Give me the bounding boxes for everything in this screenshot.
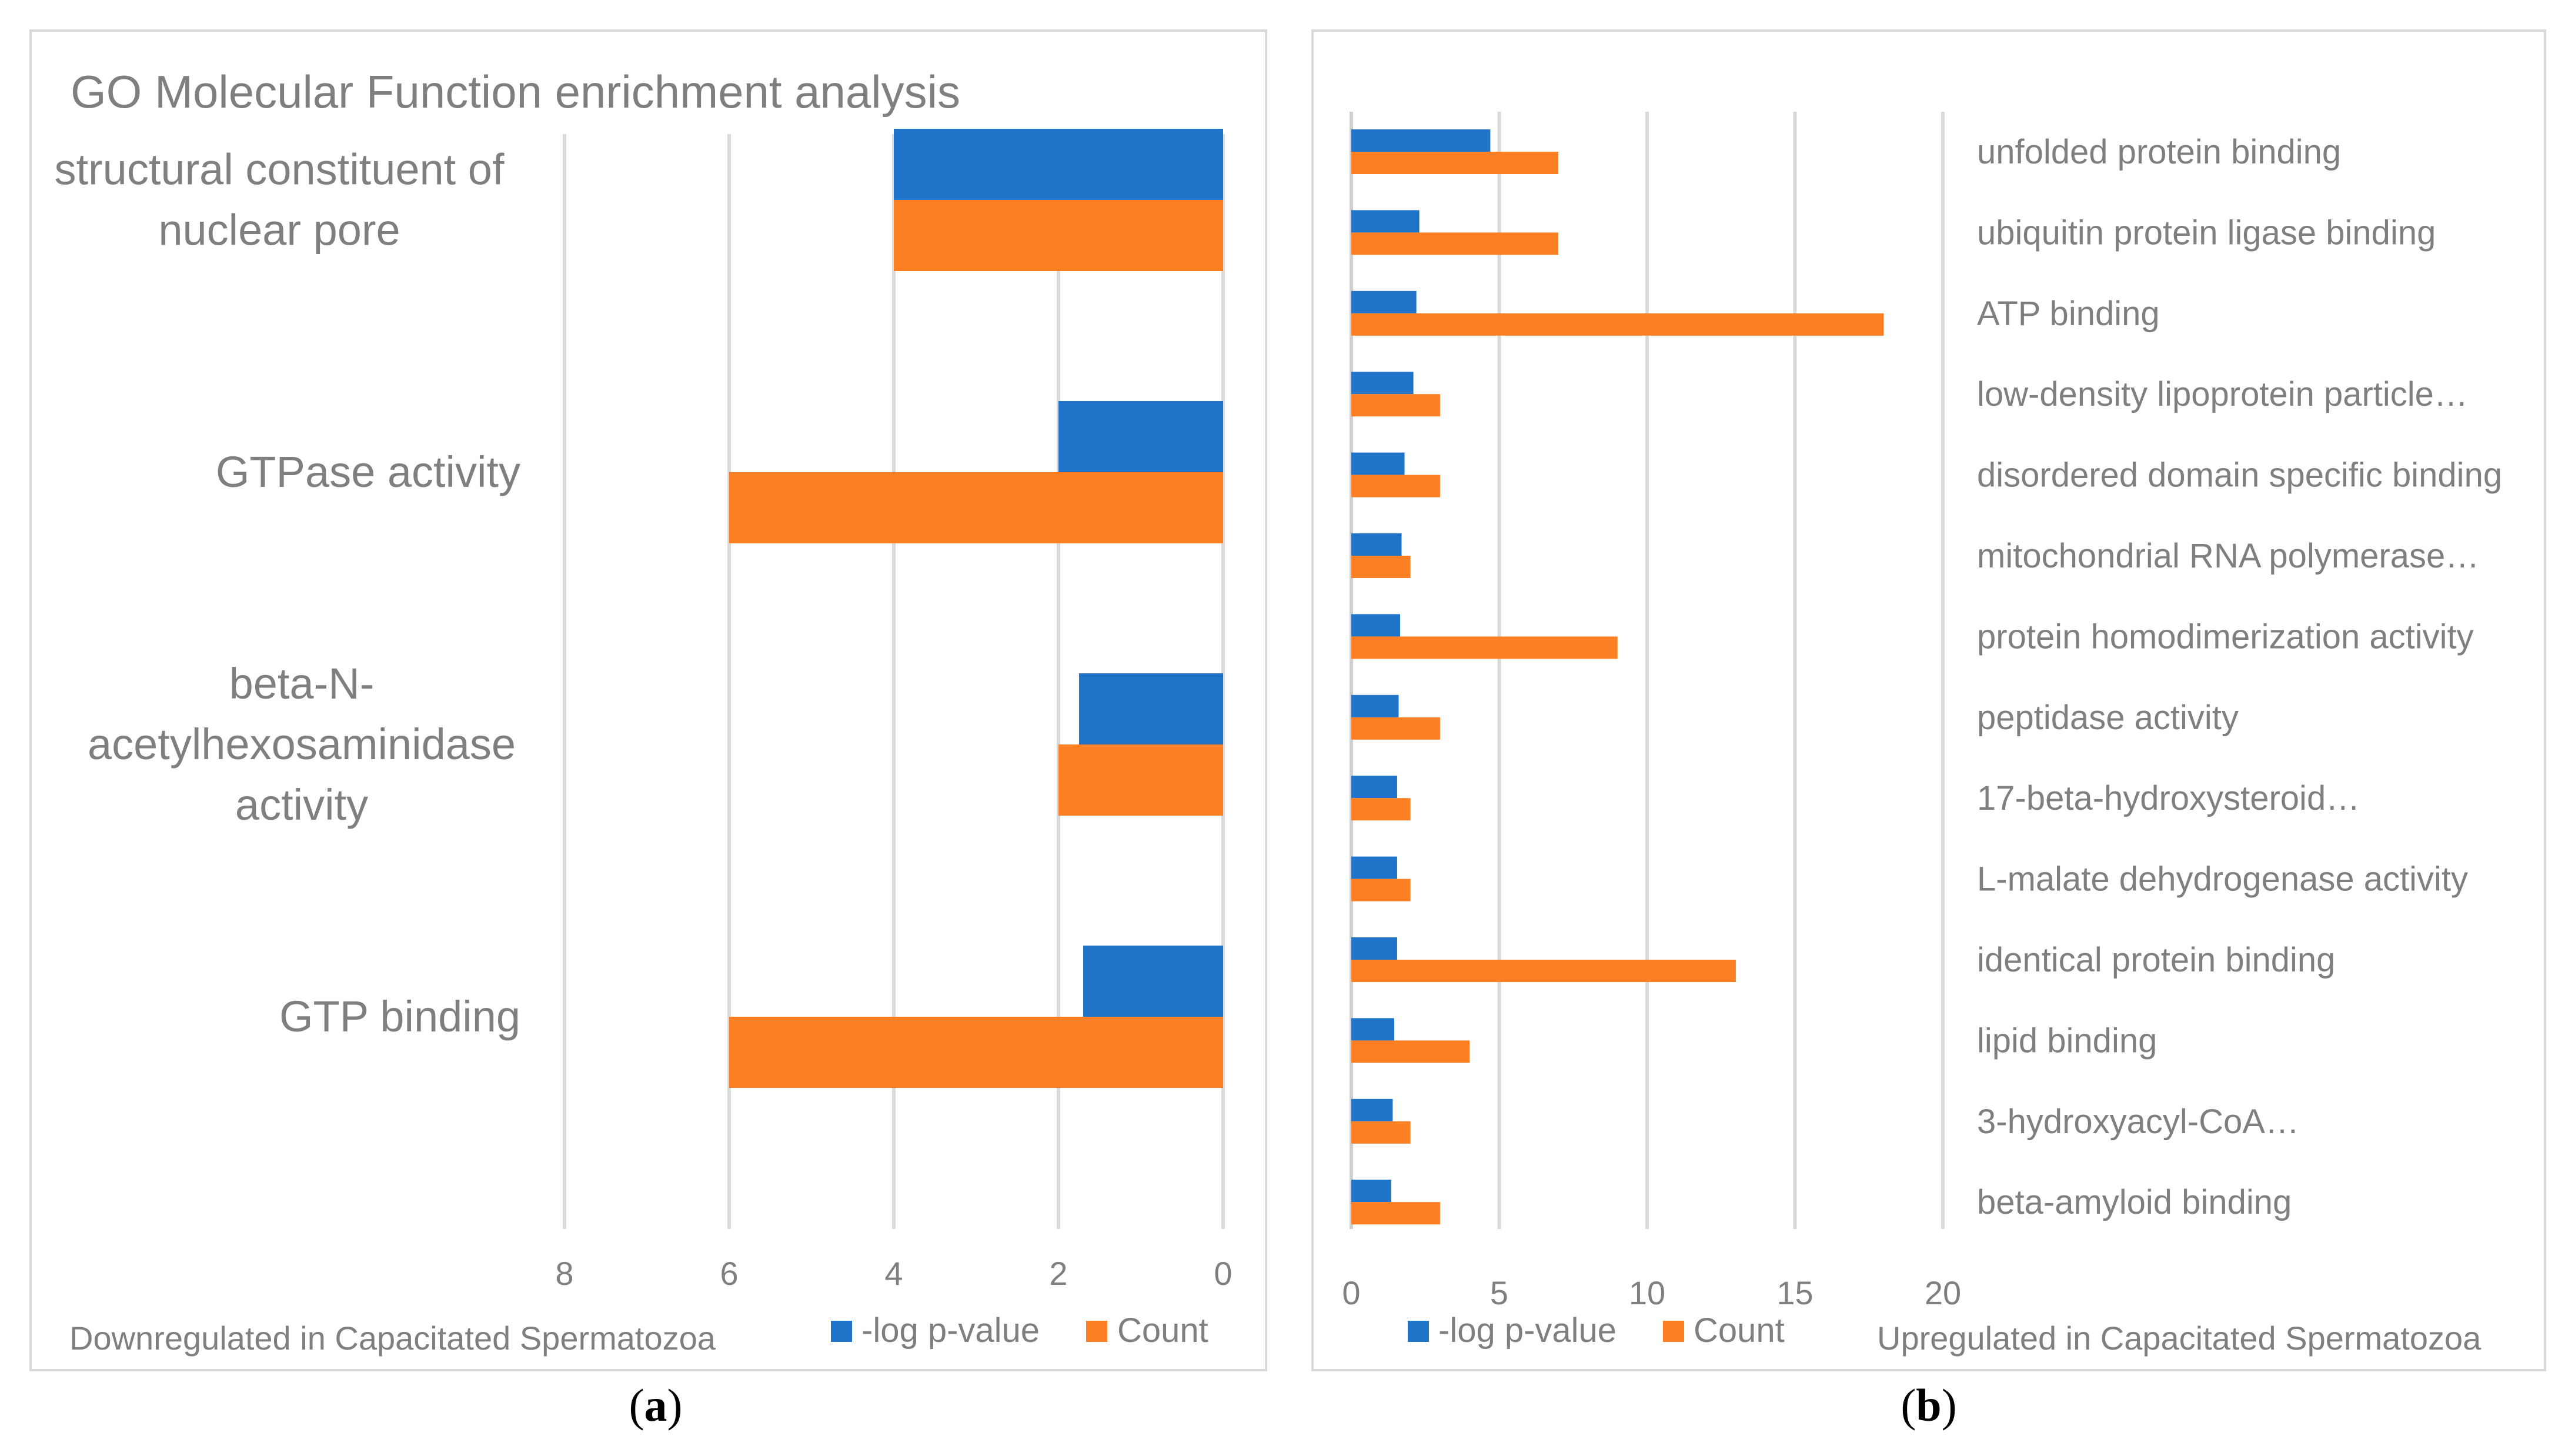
x-tick-label-b: 5	[1490, 1274, 1508, 1311]
bar-count-b	[1351, 475, 1440, 497]
x-tick-label-b: 15	[1776, 1274, 1813, 1311]
category-label-b: 3-hydroxyacyl-CoA…	[1977, 1103, 2299, 1141]
x-axis-title-a: Downregulated in Capacitated Spermatozoa	[69, 1320, 716, 1357]
category-label-b: low-density lipoprotein particle…	[1977, 375, 2468, 413]
bar-neglog-a	[1079, 673, 1223, 744]
bar-neglog-a	[894, 129, 1223, 200]
category-label-b: beta-amyloid binding	[1977, 1183, 2292, 1221]
bar-neglog-b	[1351, 210, 1420, 233]
panel-label-a: (a)	[629, 1380, 683, 1431]
legend-label-neglog-a: -log p-value	[861, 1311, 1040, 1350]
bar-neglog-a	[1083, 946, 1223, 1017]
bar-neglog-b	[1351, 452, 1405, 475]
x-tick-label-a: 0	[1214, 1255, 1232, 1292]
x-tick-label-b: 0	[1342, 1274, 1360, 1311]
category-label-b: peptidase activity	[1977, 699, 2239, 737]
legend-label-count-a: Count	[1117, 1311, 1208, 1350]
x-tick-label-a: 2	[1049, 1255, 1067, 1292]
legend-swatch-count-b	[1663, 1321, 1684, 1342]
bar-neglog-b	[1351, 290, 1417, 313]
bar-neglog-b	[1351, 776, 1397, 799]
legend-swatch-neglog-a	[831, 1321, 852, 1342]
legend-label-count-b: Count	[1694, 1311, 1785, 1350]
bar-count-a	[729, 472, 1223, 543]
category-label-b: L-malate dehydrogenase activity	[1977, 860, 2468, 899]
x-tick-label-a: 6	[720, 1255, 738, 1292]
bar-count-b	[1351, 394, 1440, 417]
bar-count-a	[894, 200, 1223, 271]
x-tick-label-a: 4	[884, 1255, 903, 1292]
bar-neglog-b	[1351, 533, 1402, 556]
legend-label-neglog-b: -log p-value	[1438, 1311, 1617, 1350]
bar-neglog-a	[1058, 401, 1223, 472]
category-label-a: structural constituent of	[54, 145, 504, 194]
category-label-b: identical protein binding	[1977, 941, 2335, 979]
bar-neglog-b	[1351, 937, 1397, 960]
bar-count-b	[1351, 232, 1559, 255]
bar-count-a	[729, 1017, 1223, 1088]
bar-count-b	[1351, 1040, 1470, 1063]
bar-count-b	[1351, 717, 1440, 740]
bar-neglog-b	[1351, 1018, 1394, 1041]
category-label-b: disordered domain specific binding	[1977, 456, 2502, 495]
bar-count-b	[1351, 1202, 1440, 1225]
legend-swatch-neglog-b	[1408, 1321, 1429, 1342]
bar-count-b	[1351, 1121, 1411, 1144]
panel-label-b-letter: b	[1916, 1380, 1942, 1431]
bar-count-b	[1351, 152, 1559, 174]
bar-count-b	[1351, 556, 1411, 578]
bar-neglog-b	[1351, 1180, 1391, 1203]
bar-neglog-b	[1351, 129, 1491, 152]
category-label-b: ubiquitin protein ligase binding	[1977, 213, 2436, 252]
legend-swatch-count-a	[1086, 1321, 1107, 1342]
category-label-b: unfolded protein binding	[1977, 133, 2341, 171]
category-label-b: ATP binding	[1977, 295, 2160, 333]
bar-count-b	[1351, 960, 1736, 982]
category-label-a: activity	[235, 780, 368, 829]
bar-neglog-b	[1351, 1098, 1393, 1121]
x-tick-label-b: 10	[1629, 1274, 1665, 1311]
bar-count-b	[1351, 636, 1618, 659]
panel-label-a-letter: a	[644, 1380, 667, 1431]
category-label-a: nuclear pore	[158, 206, 400, 255]
category-label-b: mitochondrial RNA polymerase…	[1977, 537, 2479, 575]
category-label-b: 17-beta-hydroxysteroid…	[1977, 779, 2360, 817]
bar-count-b	[1351, 313, 1884, 336]
category-label-a: beta-N-	[229, 659, 375, 708]
category-label-b: protein homodimerization activity	[1977, 617, 2474, 656]
panel-label-b: (b)	[1901, 1380, 1957, 1431]
x-tick-label-b: 20	[1925, 1274, 1961, 1311]
bar-count-b	[1351, 879, 1411, 901]
chart-title-a: GO Molecular Function enrichment analysi…	[71, 66, 960, 118]
x-axis-title-b: Upregulated in Capacitated Spermatozoa	[1877, 1320, 2482, 1357]
bar-neglog-b	[1351, 694, 1399, 717]
bar-neglog-b	[1351, 372, 1414, 395]
bar-neglog-b	[1351, 614, 1400, 637]
category-label-a: GTPase activity	[216, 448, 520, 496]
bar-count-b	[1351, 798, 1411, 821]
category-label-a: GTP binding	[279, 992, 520, 1041]
bar-neglog-b	[1351, 856, 1397, 879]
category-label-a: acetylhexosaminidase	[88, 720, 516, 769]
x-tick-label-a: 8	[555, 1255, 573, 1292]
category-label-b: lipid binding	[1977, 1021, 2157, 1060]
bar-count-a	[1058, 744, 1223, 816]
